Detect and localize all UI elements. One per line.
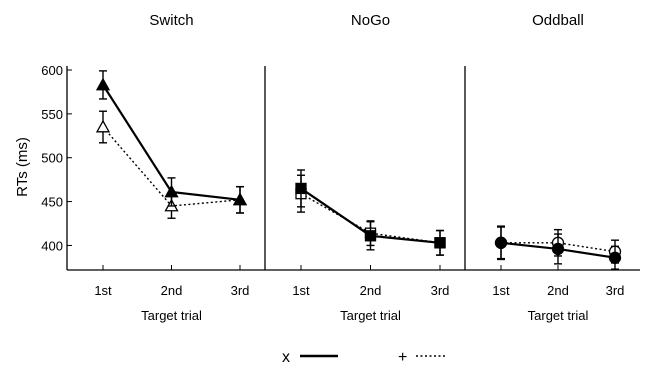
y-axis-label: RTs (ms) [14,137,31,197]
x-tick-label: 1st [292,283,310,298]
data-point [551,242,565,256]
x-tick-label: 2nd [360,283,382,298]
data-point [164,184,179,198]
x-axis-label: Target trial [528,308,589,323]
x-axis-label: Target trial [141,308,202,323]
data-point [295,182,307,195]
panel-title: NoGo [351,12,390,29]
panel-title: Oddball [532,12,584,29]
x-tick-label: 3rd [431,283,450,298]
data-point [608,251,622,264]
x-tick-label: 2nd [547,283,569,298]
legend-label: + [398,349,407,366]
series-line [501,242,616,253]
panel-nogo: NoGo 1st 2nd 3rd Target trial [264,12,465,323]
legend: x + [282,349,446,366]
series-solid [494,225,622,270]
x-tick-label: 1st [492,283,510,298]
panels: 400 450 500 550 600 Switch 1st 2nd 3rd Target tri… [41,12,640,323]
panel-title: Switch [149,12,193,29]
data-point [232,192,248,206]
y-tick-label: 500 [41,151,63,166]
legend-label: x [282,349,290,366]
x-axis-label: Target trial [340,308,401,323]
data-point [494,236,508,249]
series-solid [95,70,248,214]
data-point [364,230,377,242]
x-tick-label: 3rd [231,283,250,298]
y-tick-label: 400 [41,238,63,253]
x-tick-label: 1st [94,283,112,298]
x-tick-label: 3rd [606,283,625,298]
series-solid [295,169,446,256]
data-point [434,237,446,249]
y-tick-label: 450 [41,195,63,210]
data-point [95,119,111,133]
data-point [95,77,111,91]
y-tick-label: 600 [41,63,63,78]
panel-oddball: Oddball 1st 2nd 3rd Target trial [464,12,640,323]
x-tick-label: 2nd [161,283,183,298]
panel-switch: Switch 1st 2nd 3rd Target trial [66,12,265,323]
y-tick-label: 550 [41,107,63,122]
